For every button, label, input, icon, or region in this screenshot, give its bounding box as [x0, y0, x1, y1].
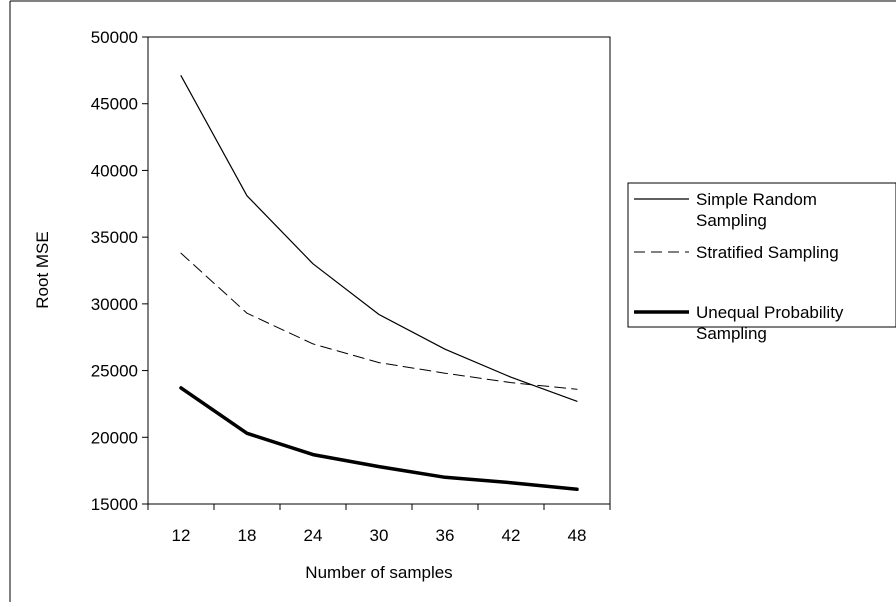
y-tick-label: 50000	[91, 28, 138, 47]
x-axis-label: Number of samples	[305, 563, 452, 582]
y-axis: 15000 20000 25000 30000 35000 40000 45000 50000	[91, 28, 148, 514]
legend-items: Simple Random Sampling Stratified Sampling…	[634, 190, 844, 343]
x-tick-label: 42	[502, 526, 521, 545]
x-tick-label: 36	[436, 526, 455, 545]
x-tick-label: 24	[304, 526, 323, 545]
legend-label-1: Simple Random	[696, 190, 817, 209]
legend-label-1: Sampling	[696, 211, 767, 230]
legend-label-3: Unequal Probability	[696, 303, 844, 322]
y-tick-label: 25000	[91, 362, 138, 381]
y-tick-label: 30000	[91, 295, 138, 314]
series-line-1	[180, 75, 578, 402]
y-axis-label: Root MSE	[33, 231, 52, 308]
x-tick-label: 48	[568, 526, 587, 545]
x-tick-label: 18	[238, 526, 257, 545]
y-tick-label: 45000	[91, 95, 138, 114]
x-axis: 12 18 24 30 36 42 48	[147, 504, 611, 545]
legend-box	[627, 182, 896, 328]
series-line-3	[179, 386, 579, 492]
plot-area	[147, 36, 611, 505]
y-tick-label: 20000	[91, 428, 138, 447]
x-tick-label: 30	[370, 526, 389, 545]
legend-label-2: Stratified Sampling	[696, 243, 839, 262]
y-tick-label: 40000	[91, 161, 138, 180]
legend-label-3: Sampling	[696, 324, 767, 343]
series-layer	[179, 75, 579, 492]
y-tick-label: 35000	[91, 228, 138, 247]
y-tick-label: 15000	[91, 495, 138, 514]
legend: Simple Random Sampling Stratified Sampling…	[627, 182, 896, 343]
x-tick-label: 12	[172, 526, 191, 545]
series-line-2	[180, 252, 578, 390]
